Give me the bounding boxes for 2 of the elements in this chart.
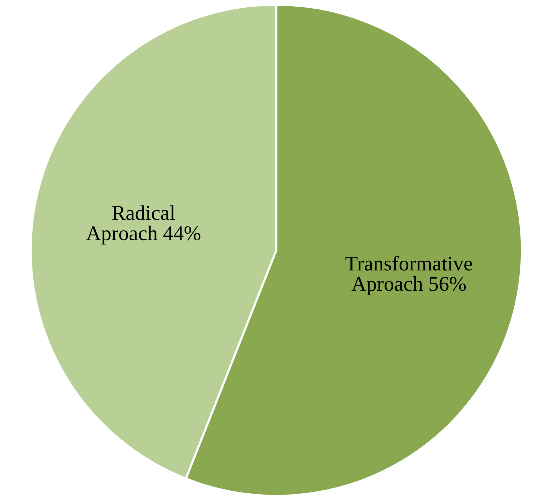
slice-label: Transformative Aproach 56% [346,256,472,296]
slice-label: Radical Aproach 44% [86,206,201,245]
